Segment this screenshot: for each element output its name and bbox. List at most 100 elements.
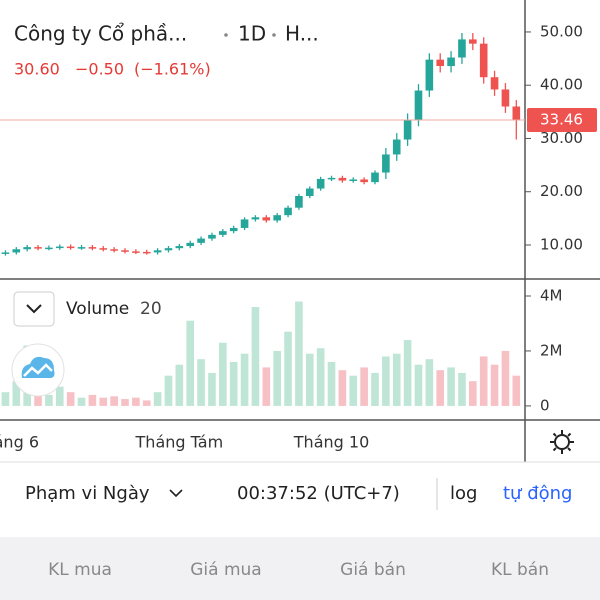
candle-body <box>403 119 412 140</box>
range-chevron <box>169 489 183 498</box>
plot-area <box>1 33 521 406</box>
volume-bar <box>414 364 423 406</box>
volume-bar <box>153 392 162 406</box>
volume-bar <box>382 356 390 406</box>
candle-body <box>479 43 488 78</box>
candle-body <box>392 139 401 155</box>
volume-bar <box>164 375 173 406</box>
y-tick-label: 0 <box>540 396 550 414</box>
volume-bar <box>66 392 75 406</box>
gear-ring <box>554 434 570 450</box>
candle-body <box>197 238 205 243</box>
dot <box>272 33 276 37</box>
volume-bar <box>349 375 358 406</box>
volume-bar <box>197 359 205 406</box>
interval[interactable]: 1D <box>238 22 266 46</box>
volume-bar <box>132 397 140 406</box>
candle-body <box>447 57 455 67</box>
gear-teeth <box>550 430 574 454</box>
x-tick-label: áng 6 <box>0 433 39 452</box>
candle-body <box>512 106 521 121</box>
volume-bar <box>273 350 281 406</box>
candle-body <box>175 246 184 249</box>
candle-body <box>284 207 292 216</box>
candle-body <box>371 172 379 183</box>
candle-body <box>305 188 314 196</box>
volume-bar <box>45 394 53 406</box>
volume-bar <box>469 381 477 406</box>
candle-body <box>219 231 227 235</box>
candle-body <box>327 177 336 180</box>
candle-body <box>490 77 499 90</box>
candle-body <box>23 247 31 250</box>
volume-bar <box>490 364 499 406</box>
volume-bar <box>316 348 325 406</box>
x-tick-label: Tháng Tám <box>135 433 224 452</box>
close-value: 30.60 <box>14 60 60 79</box>
volume-bar <box>121 399 129 406</box>
volume-bar <box>110 396 118 406</box>
chevron-icon <box>26 304 42 314</box>
logo-line <box>23 363 53 377</box>
y-tick-label: 30.00 <box>540 129 583 147</box>
tab[interactable]: Giá bán <box>340 560 406 580</box>
exchange[interactable]: H... <box>285 22 319 46</box>
volume-bar <box>295 301 303 406</box>
volume-bar <box>240 353 249 406</box>
tab[interactable]: KL mua <box>48 560 112 580</box>
volume-bar <box>1 392 10 406</box>
candle-body <box>132 251 140 253</box>
tab[interactable]: Giá mua <box>190 560 261 580</box>
volume-bar <box>425 359 434 406</box>
candle-body <box>1 252 10 254</box>
candle-body <box>295 195 303 208</box>
tab[interactable]: KL bán <box>491 560 549 580</box>
candle-body <box>142 251 151 254</box>
candle-body <box>77 247 86 249</box>
clock: 00:37:52 (UTC+7) <box>237 483 400 504</box>
candle-body <box>338 177 347 181</box>
candle-body <box>186 242 195 247</box>
last-price-label: 33.46 <box>540 111 583 129</box>
volume-bar <box>305 353 314 406</box>
volume-bar <box>501 350 510 406</box>
candle-body <box>382 154 390 173</box>
candle-body <box>469 39 477 44</box>
logo-cloud <box>21 356 55 378</box>
y-tick-label: 50.00 <box>540 22 583 40</box>
auto-toggle[interactable]: tự động <box>503 483 572 504</box>
volume-bar <box>208 372 216 406</box>
volume-bar <box>338 370 347 406</box>
y-tick-label: 2M <box>540 341 563 359</box>
volume-bar <box>175 364 184 406</box>
candle-body <box>414 90 423 120</box>
y-tick-label: 10.00 <box>540 235 583 253</box>
volume-bar <box>458 372 466 406</box>
candle-body <box>273 215 281 221</box>
range-selector[interactable]: Phạm vi Ngày <box>25 483 150 504</box>
volume-bar <box>251 306 260 406</box>
volume-bar <box>436 370 445 406</box>
volume-bar <box>229 361 238 406</box>
candle-body <box>436 59 445 67</box>
volume-bar <box>447 367 455 406</box>
change-value: −0.50 <box>75 60 124 79</box>
collapse-button[interactable] <box>13 291 55 327</box>
volume-bar <box>88 394 97 406</box>
candle-body <box>45 247 53 250</box>
candle-body <box>153 250 162 253</box>
volume-length: 20 <box>140 299 162 319</box>
volume-bar <box>219 342 227 406</box>
volume-bar <box>77 397 86 406</box>
candle-body <box>12 249 21 253</box>
volume-bar <box>186 320 195 406</box>
tab-bar <box>0 537 600 600</box>
log-toggle[interactable]: log <box>450 483 477 504</box>
volume-bar <box>371 372 379 406</box>
candle-body <box>316 178 325 189</box>
volume-bar <box>284 331 292 406</box>
symbol-name[interactable]: Công ty Cổ phầ... <box>14 22 187 46</box>
settings-icon[interactable] <box>550 430 574 454</box>
